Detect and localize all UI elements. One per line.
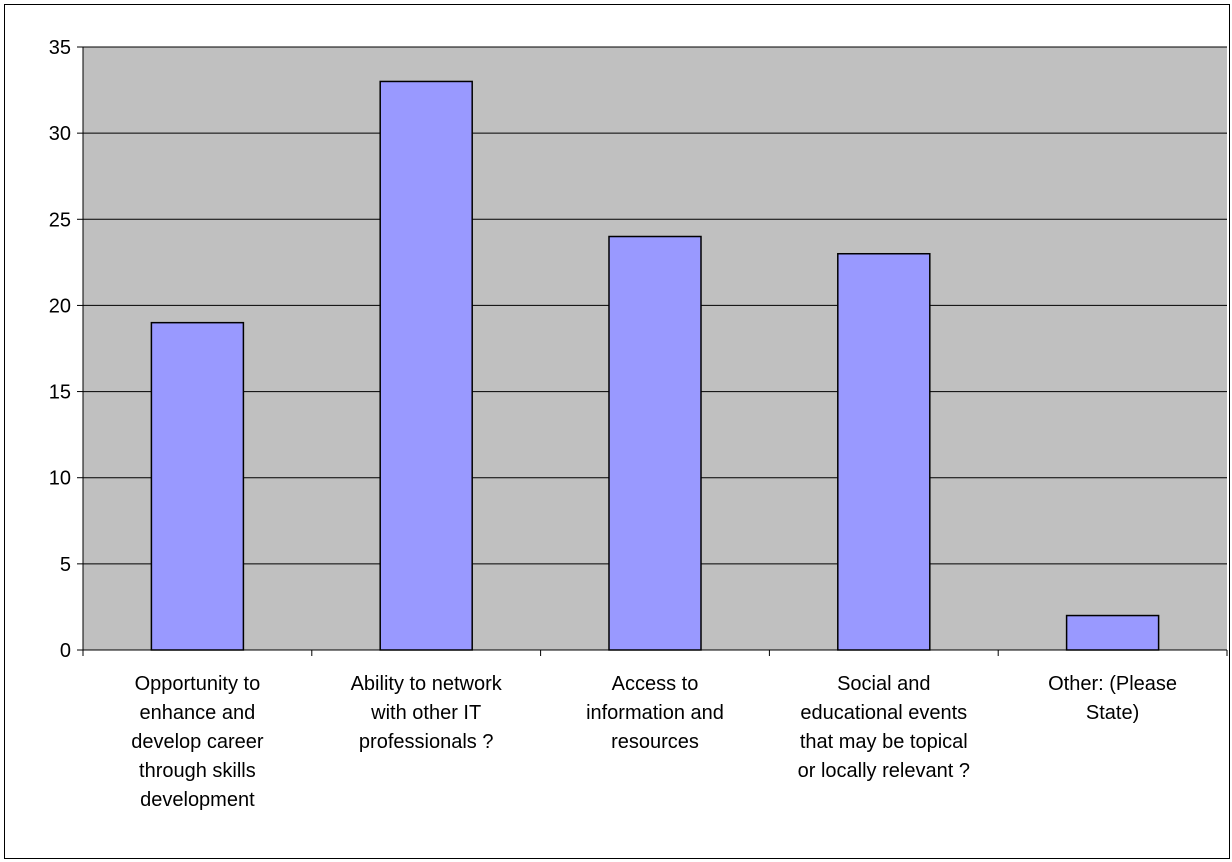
axes	[82, 47, 1228, 656]
x-category-label-line: educational events	[800, 702, 968, 724]
x-category-label-line: Opportunity to	[134, 673, 261, 695]
x-category-label: Access to information and resources	[555, 670, 755, 757]
x-category-label-line: information and	[586, 702, 724, 724]
x-category-label: Ability to network with other IT professio…	[326, 670, 526, 757]
bar-2	[379, 80, 473, 651]
chart-frame: 0 5 10 15 20 25 30 35 Opportunity to enhance and…	[4, 4, 1230, 859]
x-category-label-line: Social and	[837, 673, 931, 695]
x-category-label-line: that may be topical	[799, 731, 968, 753]
x-category-label-line: enhance and	[139, 702, 256, 724]
x-category-label-line: with other IT	[371, 702, 482, 724]
bar-chart: 0 5 10 15 20 25 30 35	[49, 37, 1228, 662]
y-tick-label: 20	[49, 295, 71, 317]
x-category-label-line: State)	[1085, 702, 1140, 724]
x-category-label-line: through skills	[139, 760, 256, 782]
bar-3	[608, 235, 702, 651]
y-tick-label: 30	[49, 123, 71, 145]
x-category-label-line: resources	[611, 731, 699, 753]
x-category-label-line: Other: (Please	[1048, 673, 1178, 695]
x-category-label: Opportunity to enhance and develop career t…	[97, 670, 297, 815]
bar-1	[150, 321, 245, 651]
y-tick-label: 0	[60, 640, 71, 662]
y-tick-label: 5	[60, 554, 71, 576]
bar-5	[1065, 614, 1160, 651]
y-tick-label: 15	[49, 382, 71, 404]
x-category-label-line: Access to	[611, 673, 699, 695]
x-category-label: Other: (Please State)	[1013, 670, 1213, 728]
x-category-label: Social and educational events that may be …	[784, 670, 984, 786]
x-category-label-line: Ability to network	[350, 673, 502, 695]
bar-4	[837, 252, 931, 651]
x-category-label-line: professionals ?	[358, 731, 494, 753]
y-tick-labels: 0 5 10 15 20 25 30 35	[49, 37, 83, 662]
x-category-label-line: development	[140, 789, 255, 811]
y-tick-label: 10	[49, 468, 71, 490]
x-category-label-line: or locally relevant ?	[797, 760, 970, 782]
y-tick-label: 35	[49, 37, 71, 59]
x-category-label-line: develop career	[131, 731, 264, 753]
y-tick-label: 25	[49, 209, 71, 231]
